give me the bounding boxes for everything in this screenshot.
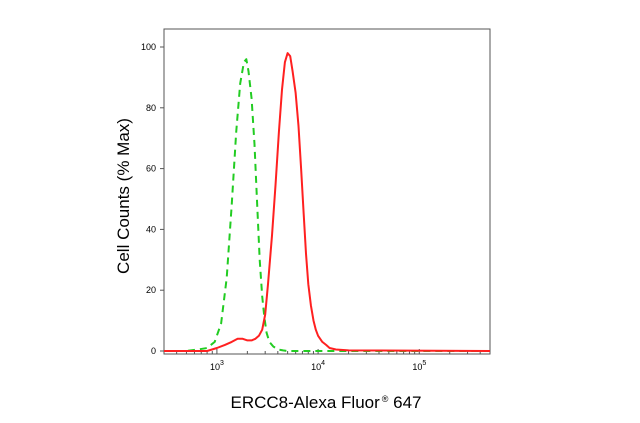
y-tick-label: 80: [146, 103, 156, 113]
control-series-line: [164, 58, 490, 352]
x-axis-title: ERCC8-Alexa Fluor ® 647: [231, 393, 422, 412]
y-tick-label: 100: [141, 42, 156, 52]
plot-frame: [163, 28, 491, 355]
y-tick-label: 20: [146, 285, 156, 295]
x-axis-ticks: 103 104 105: [163, 349, 491, 372]
y-axis-ticks: 0 20 40 60 80 100: [141, 42, 164, 356]
x-tick-label: 104: [311, 360, 325, 372]
y-tick-label: 60: [146, 164, 156, 174]
y-tick-label: 40: [146, 224, 156, 234]
y-axis-title: Cell Counts (% Max): [114, 118, 133, 274]
series-layer: [164, 52, 491, 352]
y-tick-label: 0: [151, 346, 156, 356]
x-tick-label: 105: [412, 360, 426, 372]
x-tick-label: 103: [210, 360, 224, 372]
sample-series-line: [164, 52, 491, 352]
